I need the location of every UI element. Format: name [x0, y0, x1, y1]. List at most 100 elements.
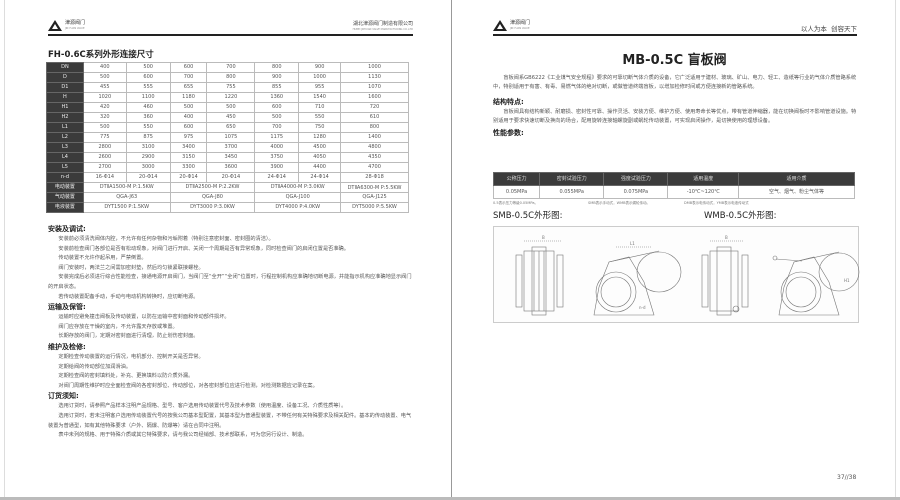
- table-cell: QGA-J100: [254, 192, 342, 203]
- perf-header-cell: 密封试验压力: [539, 172, 605, 186]
- row-label: L3: [46, 142, 84, 153]
- table-cell: 710: [298, 102, 342, 113]
- table-cell: 1130: [340, 72, 409, 83]
- table-cell: 1180: [169, 92, 208, 103]
- page-header: 津源阀门 JIN YUAN VALVE 以人为本 创容天下: [493, 20, 857, 36]
- table-cell: 1360: [254, 92, 300, 103]
- perf-value-cell: 空气、烟气、粉尘气体等: [738, 185, 855, 199]
- table-row: DN 400 500 600 700 800 900 1000: [46, 62, 409, 73]
- section-paragraph: 若传动装置配备手动，手动与电动机构转换时，应切断电源。: [58, 293, 199, 300]
- table-cell: 600: [169, 122, 208, 133]
- perf-header-cell: 适用温度: [667, 172, 740, 186]
- section-paragraph: 定期检查阀的密封填料处，补充、更换填料以防介质外漏。: [58, 373, 194, 380]
- left-page: 津源阀门 JIN YUAN VALVE 湖北津源阀门制造有限公司 HUBEI JIN…: [4, 0, 450, 497]
- row-label: D1: [46, 82, 84, 93]
- table-cell: DYT3000 P:3.0KW: [169, 202, 256, 213]
- table-cell: 855: [254, 82, 300, 93]
- table-cell: 24-Φ14: [254, 172, 300, 183]
- table-cell: 800: [340, 122, 409, 133]
- table-cell: 800: [206, 72, 256, 83]
- row-label: L5: [46, 162, 84, 173]
- smb-front-view-drawing: L1 n-d: [593, 241, 682, 316]
- row-label: L2: [46, 132, 84, 143]
- logo-text: 津源阀门: [65, 19, 86, 26]
- table-cell: 3700: [206, 142, 256, 153]
- table-cell: 2900: [125, 152, 171, 163]
- table-cell: DTⅡA6300-M P:5.5KW: [340, 182, 409, 193]
- table-cell: 3900: [254, 162, 300, 173]
- table-cell: 650: [206, 122, 256, 133]
- logo-text: 津源阀门: [510, 19, 531, 26]
- row-label: DN: [46, 62, 84, 73]
- device-row: 气动装置 QGA-J63 QGA-J80 QGA-J100 QGA-J125: [46, 192, 409, 203]
- table-row: H1 420 460 500 500 600 710 720: [46, 102, 409, 113]
- table-cell: 4400: [298, 162, 342, 173]
- row-label: H: [46, 92, 84, 103]
- perf-value-cell: -10℃~120℃: [667, 185, 740, 199]
- table-cell: 3100: [125, 142, 171, 153]
- section-heading: 订货须知:: [48, 392, 79, 401]
- row-label: 电液装置: [46, 202, 84, 213]
- right-page: 津源阀门 JIN YUAN VALVE 以人为本 创容天下 MB-0.5C 盲板阀…: [451, 0, 896, 497]
- wmb-side-view-drawing: B: [701, 235, 749, 316]
- features-paragraph: 盲板阀具有结构新颖、耐磨损、密封性可靠、操作灵活、安装方便、维护方便、使用寿命长…: [493, 109, 857, 124]
- table-cell: QGA-J63: [82, 192, 171, 203]
- wmb-drawing-title: WMB-0.5C外形图:: [704, 211, 777, 221]
- note: DMB表示电传动式，YMB表示电液传动式: [684, 201, 749, 205]
- table-title: FH-0.6C系列外形连接尺寸: [48, 50, 154, 60]
- table-cell: DTⅡA2500-M P:2.2KW: [169, 182, 256, 193]
- logo-subtext: JIN YUAN VALVE: [65, 26, 85, 30]
- table-cell: 16-Φ14: [82, 172, 127, 183]
- company-name: 湖北津源阀门制造有限公司: [352, 21, 413, 27]
- performance-heading: 性能参数:: [493, 129, 524, 137]
- table-cell: 1000: [340, 62, 409, 73]
- table-cell: 1020: [82, 92, 127, 103]
- table-cell: 555: [125, 82, 171, 93]
- intro-paragraph: 盲板阀系GB6222《工业煤气安全规程》要求的可靠切断气体介质的设备，它广泛适用…: [493, 75, 857, 90]
- page-number: 37//38: [837, 474, 857, 481]
- logo: 津源阀门 JIN YUAN VALVE: [48, 20, 85, 31]
- table-cell: 1400: [340, 132, 409, 143]
- table-row: D 500 600 700 800 900 1000 1130: [46, 72, 409, 83]
- table-row: H 1020 1100 1180 1220 1360 1540 1600: [46, 92, 409, 103]
- table-cell: DYT5000 P:5.5KW: [340, 202, 409, 213]
- table-row: L5 2700 3000 3300 3600 3900 4400 4700: [46, 162, 409, 173]
- table-cell: 750: [298, 122, 342, 133]
- table-cell: 4350: [340, 152, 409, 163]
- table-cell: 500: [254, 112, 300, 123]
- table-cell: 3400: [169, 142, 208, 153]
- table-cell: 360: [125, 112, 171, 123]
- table-cell: 550: [298, 112, 342, 123]
- table-cell: 2600: [82, 152, 127, 163]
- table-cell: 600: [125, 72, 171, 83]
- table-cell: 1100: [125, 92, 171, 103]
- table-cell: 3450: [206, 152, 256, 163]
- table-cell: 28-Φ18: [340, 172, 409, 183]
- table-row: L1 500 550 600 650 700 750 800: [46, 122, 409, 133]
- table-row: L4 2600 2900 3150 3450 3750 4050 4350: [46, 152, 409, 163]
- table-cell: 3150: [169, 152, 208, 163]
- table-cell: 1280: [298, 132, 342, 143]
- table-cell: 1070: [340, 82, 409, 93]
- perf-value-cell: 0.055MPa: [539, 185, 605, 199]
- section-paragraph: 长期存放的阀门，定期对密封面进行清理，防止划伤密封面。: [58, 333, 199, 340]
- table-cell: 3000: [125, 162, 171, 173]
- table-cell: 1600: [340, 92, 409, 103]
- table-cell: 4050: [298, 152, 342, 163]
- section: 维护及检修: 定期检查传动装置的运行情况，电机部分、控制开关是否异常。 定期给阀的传…: [48, 342, 413, 391]
- smb-drawing-title: SMB-0.5C外形图:: [493, 211, 563, 221]
- section-heading: 维护及检修:: [48, 342, 86, 351]
- svg-text:L1: L1: [630, 241, 635, 246]
- features-heading: 结构特点:: [493, 98, 524, 106]
- section-paragraph: 传动装置不允许作起吊用，严禁倒置。: [58, 255, 147, 262]
- table-cell: 20-Φ14: [125, 172, 171, 183]
- table-cell: 900: [254, 72, 300, 83]
- section: 安装及调试: 安装前必须清洗阀体内腔，不允许有任何杂物和污垢附着（特别注意密封面、…: [48, 224, 413, 302]
- section-paragraph: 安装前检查阀门各部位是否有松动现象，对阀门进行开启、关闭一个周期是否有异常现象，…: [58, 245, 349, 252]
- logo: 津源阀门 JIN YUAN VALVE: [493, 20, 530, 31]
- table-cell: 800: [254, 62, 300, 73]
- note: 0.5表示压力等级0.05MPa。: [493, 201, 538, 205]
- table-cell: 24-Φ14: [298, 172, 342, 183]
- table-cell: 455: [82, 82, 127, 93]
- table-cell: 955: [298, 82, 342, 93]
